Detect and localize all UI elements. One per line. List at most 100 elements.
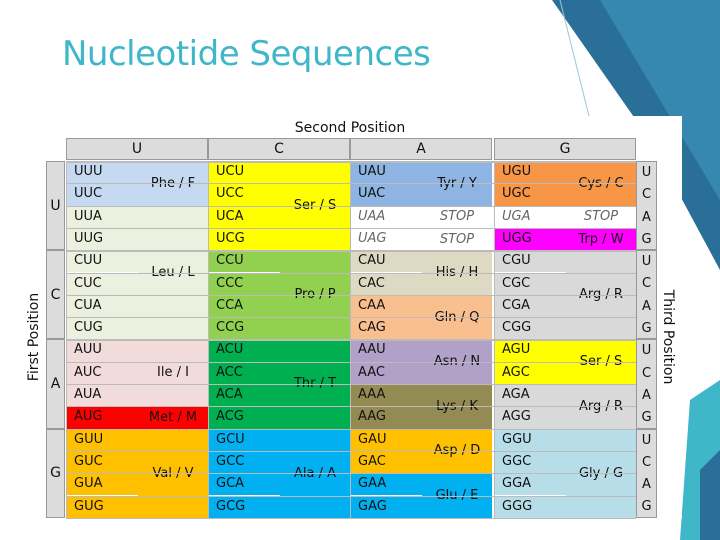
codon-gac: GAC (350, 450, 422, 474)
second-position-u: U (66, 138, 208, 160)
third-position-label: C (641, 276, 652, 292)
first-position-c: C (46, 250, 65, 340)
codon-cac: CAC (350, 272, 422, 295)
codon-aga: AGA (494, 384, 566, 407)
first-position-a: A (46, 339, 65, 429)
first-position-label: G (50, 465, 61, 482)
third-position-label: C (641, 454, 652, 470)
codon-gau: GAU (350, 428, 422, 451)
codon-aug: AUG (66, 406, 138, 429)
amino-acid-glu: Glu / E (422, 473, 492, 518)
codon-cug: CUG (66, 317, 138, 340)
first-position-label: A (50, 375, 61, 392)
row-divider (66, 384, 636, 385)
row-divider (66, 495, 636, 496)
codon-guc: GUC (66, 450, 138, 474)
row-divider (66, 339, 636, 341)
codon-uug: UUG (66, 227, 138, 251)
row-divider (66, 183, 636, 184)
amino-acid-his: His / H (422, 250, 492, 295)
third-position-label: A (642, 387, 651, 403)
third-position-label: A (642, 209, 651, 225)
row-divider (66, 428, 636, 431)
row-divider (66, 161, 636, 163)
codon-gaa: GAA (350, 473, 422, 496)
row-divider (66, 406, 636, 407)
row-divider (66, 205, 636, 207)
codon-ggc: GGC (494, 450, 566, 474)
codon-ugu: UGU (494, 161, 566, 184)
second-position-g: G (494, 138, 636, 160)
codon-cgc: CGC (494, 272, 566, 295)
second-position-header: Second Position (294, 120, 406, 136)
slide-title: Nucleotide Sequences (62, 34, 431, 74)
third-position-label: U (641, 165, 652, 180)
codon-gag: GAG (350, 495, 422, 518)
codon-uga: UGA (494, 205, 566, 228)
column-divider (350, 161, 351, 518)
row-divider (66, 517, 636, 520)
third-position-label: U (641, 432, 652, 448)
third-position-label: U (641, 254, 652, 270)
first-position-label: C (50, 286, 61, 303)
first-position-u: U (46, 161, 65, 251)
amino-acid-pro: Pro / P (280, 250, 350, 340)
codon-cag: CAG (350, 317, 422, 340)
codon-uuc: UUC (66, 183, 138, 206)
codon-cuu: CUU (66, 250, 138, 273)
first-position-label: U (50, 197, 61, 214)
second-position-c: C (208, 138, 350, 160)
codon-acg: ACG (208, 406, 280, 429)
codon-gcc: GCC (208, 450, 280, 474)
codon-acc: ACC (208, 361, 280, 384)
column-divider (208, 161, 209, 518)
codon-gua: GUA (66, 473, 138, 496)
codon-acu: ACU (208, 339, 280, 362)
codon-cgu: CGU (494, 250, 566, 273)
row-divider (66, 317, 636, 318)
row-divider (66, 450, 636, 452)
codon-uua: UUA (66, 205, 138, 228)
codon-guu: GUU (66, 428, 138, 451)
codon-auu: AUU (66, 339, 138, 362)
codon-cau: CAU (350, 250, 422, 273)
codon-cga: CGA (494, 294, 566, 318)
third-position-label: G (641, 321, 652, 337)
amino-acid-trp: Trp / W (566, 227, 636, 251)
codon-cgg: CGG (494, 317, 566, 340)
codon-uau: UAU (350, 161, 422, 184)
codon-ucu: UCU (208, 161, 280, 184)
codon-ccu: CCU (208, 250, 280, 273)
amino-acid-stop: STOP (422, 205, 492, 228)
codon-agg: AGG (494, 406, 566, 429)
codon-uac: UAC (350, 183, 422, 206)
row-divider (66, 250, 636, 252)
codon-gcg: GCG (208, 495, 280, 518)
first-position-g: G (46, 428, 65, 518)
third-position-label: G (641, 231, 652, 247)
codon-ucc: UCC (208, 183, 280, 206)
codon-ggu: GGU (494, 428, 566, 451)
amino-acid-stop: STOP (566, 205, 636, 228)
codon-gcu: GCU (208, 428, 280, 451)
codon-ccc: CCC (208, 272, 280, 295)
codon-ugg: UGG (494, 227, 566, 251)
top-right-accent (600, 0, 720, 200)
amino-acid-ile: Ile / I (138, 339, 208, 407)
row-divider (66, 361, 636, 363)
column-divider (494, 161, 495, 518)
codon-gca: GCA (208, 473, 280, 496)
codon-aaa: AAA (350, 384, 422, 407)
codon-agc: AGC (494, 361, 566, 384)
codon-agu: AGU (494, 339, 566, 362)
codon-ucg: UCG (208, 227, 280, 251)
codon-aac: AAC (350, 361, 422, 384)
amino-acid-thr: Thr / T (280, 339, 350, 429)
third-position-label: G (641, 499, 652, 515)
codon-uaa: UAA (350, 205, 422, 228)
third-position-label: C (641, 187, 652, 203)
codon-caa: CAA (350, 294, 422, 318)
codon-gga: GGA (494, 473, 566, 496)
